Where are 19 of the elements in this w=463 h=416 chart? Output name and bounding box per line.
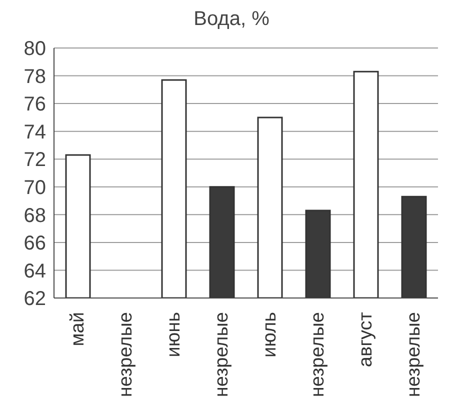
y-tick-label: 74 — [24, 121, 46, 144]
x-tick-label: июнь — [164, 312, 184, 358]
x-tick-label: незрелые — [404, 312, 424, 398]
y-tick-label: 80 — [24, 38, 46, 60]
x-tick-label: незрелые — [116, 312, 136, 398]
chart-title: Вода, % — [192, 8, 270, 32]
y-tick-label: 70 — [24, 176, 46, 199]
y-tick-label: 66 — [24, 232, 46, 255]
x-tick-label: май — [68, 312, 88, 346]
y-tick-label: 72 — [24, 149, 46, 172]
y-tick-label: 78 — [24, 66, 46, 88]
x-tick-label: июль — [260, 312, 280, 358]
x-tick-label: август — [356, 312, 376, 368]
y-tick-label: 68 — [24, 204, 46, 227]
y-tick-label: 62 — [24, 288, 46, 310]
x-tick-label: незрелые — [308, 312, 328, 398]
y-tick-label: 64 — [24, 260, 46, 282]
x-tick-label: незрелые — [212, 312, 232, 398]
y-tick-label: 76 — [24, 94, 46, 116]
